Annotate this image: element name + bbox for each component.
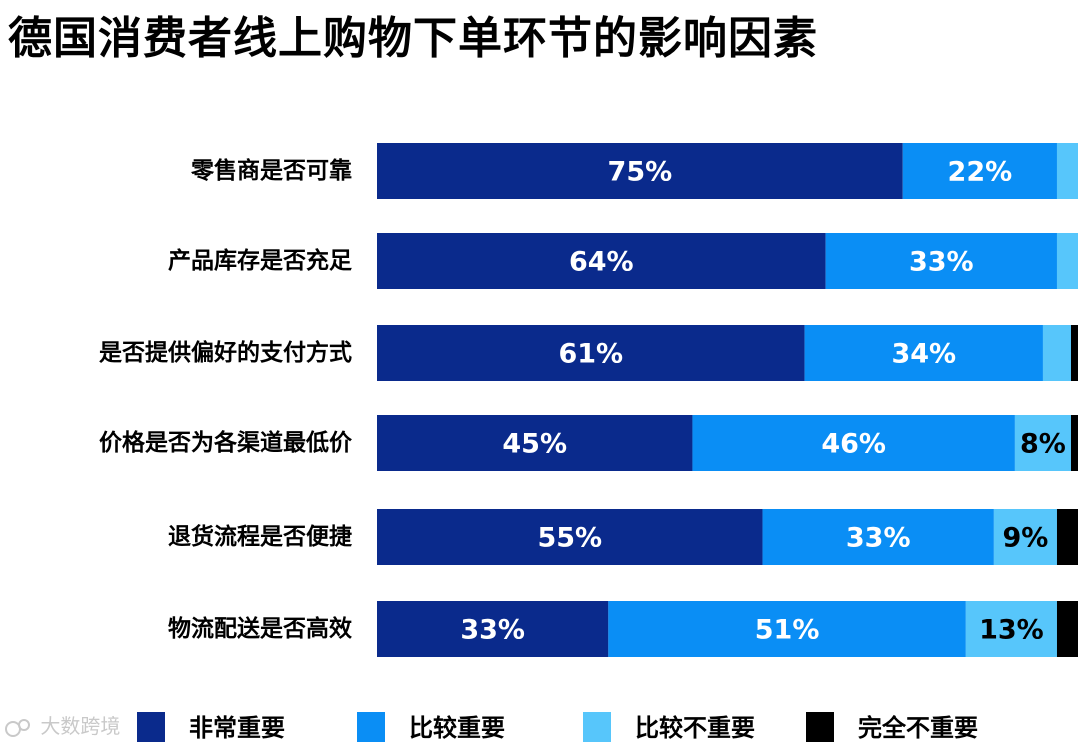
legend-swatch (137, 712, 165, 742)
legend-label: 完全不重要 (858, 714, 978, 742)
bar-segment (377, 415, 693, 471)
bar-segment (1070, 415, 1078, 471)
category-label: 退货流程是否便捷 (168, 523, 353, 550)
data-label: 22% (948, 157, 1013, 188)
data-label: 8% (1020, 429, 1066, 460)
legend: 非常重要 比较重要 比较不重要 完全不重要 (137, 712, 978, 742)
bar-segment (377, 143, 903, 199)
data-label: 33% (460, 615, 525, 646)
data-label: 51% (755, 615, 820, 646)
data-label: 61% (558, 339, 623, 370)
category-label: 是否提供偏好的支付方式 (99, 339, 352, 366)
category-label: 零售商是否可靠 (190, 157, 352, 184)
bar-segment (1056, 143, 1078, 199)
bar-segment (377, 509, 763, 565)
bar-segment (692, 415, 1015, 471)
category-label: 价格是否为各渠道最低价 (99, 429, 353, 456)
data-label: 9% (1003, 523, 1049, 554)
bar-segment (902, 143, 1057, 199)
legend-swatch (806, 712, 834, 742)
chart-title: 德国消费者线上购物下单环节的影响因素 (8, 13, 818, 64)
legend-label: 非常重要 (189, 714, 285, 742)
bar-segment (377, 601, 609, 657)
legend-label: 比较不重要 (635, 714, 755, 742)
data-label: 75% (608, 157, 673, 188)
bar-segment (1070, 325, 1078, 381)
data-label: 33% (909, 247, 974, 278)
data-label: 55% (537, 523, 602, 554)
bar-segment (377, 233, 826, 289)
bar-segment (1014, 415, 1071, 471)
bar-segment (608, 601, 966, 657)
watermark-logo-icon (5, 718, 30, 737)
category-label: 产品库存是否充足 (168, 247, 352, 274)
data-label: 13% (979, 615, 1044, 646)
category-label: 物流配送是否高效 (168, 615, 352, 642)
legend-swatch (357, 712, 385, 742)
bars-layer: 零售商是否可靠 75% 22% 产品库存是否充足 64% 33% 是否提供偏好的支付方式 61… (99, 143, 1078, 657)
watermark: 大数跨境 (4, 710, 120, 739)
bar-segment (377, 325, 805, 381)
bar-segment (804, 325, 1043, 381)
data-label: 34% (891, 339, 956, 370)
data-label: 45% (502, 429, 567, 460)
bar-segment (1056, 233, 1078, 289)
bar-segment (965, 601, 1057, 657)
bar-segment (762, 509, 994, 565)
data-label: 46% (821, 429, 886, 460)
data-label: 33% (846, 523, 911, 554)
watermark-text: 大数跨境 (40, 714, 121, 738)
legend-label: 比较重要 (409, 714, 505, 742)
legend-swatch (583, 712, 611, 742)
bar-segment (1056, 509, 1078, 565)
data-label: 64% (569, 247, 634, 278)
bar-segment (825, 233, 1057, 289)
bar-segment (1042, 325, 1071, 381)
bar-segment (1056, 601, 1078, 657)
bar-segment (993, 509, 1057, 565)
